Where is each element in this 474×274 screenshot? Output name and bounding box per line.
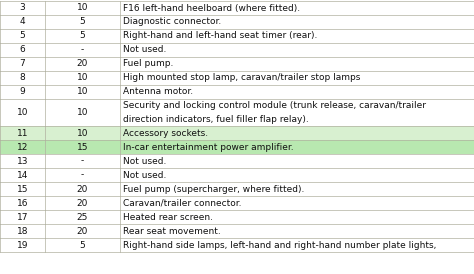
Text: 10: 10 bbox=[77, 108, 88, 117]
Text: Diagnostic connector.: Diagnostic connector. bbox=[123, 18, 221, 27]
Text: 14: 14 bbox=[17, 170, 28, 179]
Text: 6: 6 bbox=[19, 45, 26, 55]
Text: 19: 19 bbox=[17, 241, 28, 250]
Text: Accessory sockets.: Accessory sockets. bbox=[123, 129, 208, 138]
Text: Not used.: Not used. bbox=[123, 170, 166, 179]
Bar bbox=[0, 238, 474, 252]
Text: 15: 15 bbox=[17, 184, 28, 193]
Text: Heated rear screen.: Heated rear screen. bbox=[123, 213, 213, 221]
Text: In-car entertainment power amplifier.: In-car entertainment power amplifier. bbox=[123, 142, 293, 152]
Text: 20: 20 bbox=[77, 59, 88, 68]
Bar bbox=[0, 15, 474, 29]
Text: 5: 5 bbox=[80, 241, 85, 250]
Text: 16: 16 bbox=[17, 198, 28, 207]
Text: 18: 18 bbox=[17, 227, 28, 235]
Text: Rear seat movement.: Rear seat movement. bbox=[123, 227, 221, 235]
Text: 10: 10 bbox=[77, 73, 88, 82]
Text: 20: 20 bbox=[77, 184, 88, 193]
Text: 20: 20 bbox=[77, 198, 88, 207]
Text: 7: 7 bbox=[19, 59, 26, 68]
Text: -: - bbox=[81, 170, 84, 179]
Text: 12: 12 bbox=[17, 142, 28, 152]
Bar bbox=[0, 85, 474, 99]
Bar bbox=[0, 43, 474, 57]
Text: -: - bbox=[81, 156, 84, 165]
Text: 13: 13 bbox=[17, 156, 28, 165]
Text: Right-hand and left-hand seat timer (rear).: Right-hand and left-hand seat timer (rea… bbox=[123, 32, 318, 41]
Text: 25: 25 bbox=[77, 213, 88, 221]
Bar bbox=[0, 154, 474, 168]
Bar bbox=[0, 57, 474, 71]
Text: 17: 17 bbox=[17, 213, 28, 221]
Text: Fuel pump.: Fuel pump. bbox=[123, 59, 173, 68]
Text: 5: 5 bbox=[80, 32, 85, 41]
Text: F16 left-hand heelboard (where fitted).: F16 left-hand heelboard (where fitted). bbox=[123, 4, 300, 13]
Bar bbox=[0, 210, 474, 224]
Bar bbox=[0, 29, 474, 43]
Bar bbox=[0, 1, 474, 15]
Bar bbox=[0, 168, 474, 182]
Text: 3: 3 bbox=[19, 4, 26, 13]
Text: 9: 9 bbox=[19, 87, 26, 96]
Text: 10: 10 bbox=[17, 108, 28, 117]
Text: High mounted stop lamp, caravan/trailer stop lamps: High mounted stop lamp, caravan/trailer … bbox=[123, 73, 360, 82]
Text: 4: 4 bbox=[20, 18, 25, 27]
Bar bbox=[0, 99, 474, 126]
Text: 10: 10 bbox=[77, 4, 88, 13]
Bar bbox=[0, 196, 474, 210]
Text: Fuel pump (supercharger, where fitted).: Fuel pump (supercharger, where fitted). bbox=[123, 184, 304, 193]
Text: Not used.: Not used. bbox=[123, 156, 166, 165]
Text: 20: 20 bbox=[77, 227, 88, 235]
Text: Security and locking control module (trunk release, caravan/trailer: Security and locking control module (tru… bbox=[123, 101, 426, 110]
Bar bbox=[0, 140, 474, 154]
Text: 10: 10 bbox=[77, 129, 88, 138]
Bar bbox=[0, 71, 474, 85]
Text: 10: 10 bbox=[77, 87, 88, 96]
Bar bbox=[0, 182, 474, 196]
Text: Right-hand side lamps, left-hand and right-hand number plate lights,: Right-hand side lamps, left-hand and rig… bbox=[123, 241, 437, 250]
Bar bbox=[0, 126, 474, 140]
Text: Not used.: Not used. bbox=[123, 45, 166, 55]
Text: Caravan/trailer connector.: Caravan/trailer connector. bbox=[123, 198, 241, 207]
Text: 5: 5 bbox=[80, 18, 85, 27]
Text: Antenna motor.: Antenna motor. bbox=[123, 87, 193, 96]
Text: 8: 8 bbox=[19, 73, 26, 82]
Text: direction indicators, fuel filler flap relay).: direction indicators, fuel filler flap r… bbox=[123, 115, 309, 124]
Text: -: - bbox=[81, 45, 84, 55]
Text: 15: 15 bbox=[77, 142, 88, 152]
Text: 11: 11 bbox=[17, 129, 28, 138]
Bar bbox=[0, 224, 474, 238]
Text: 5: 5 bbox=[19, 32, 26, 41]
